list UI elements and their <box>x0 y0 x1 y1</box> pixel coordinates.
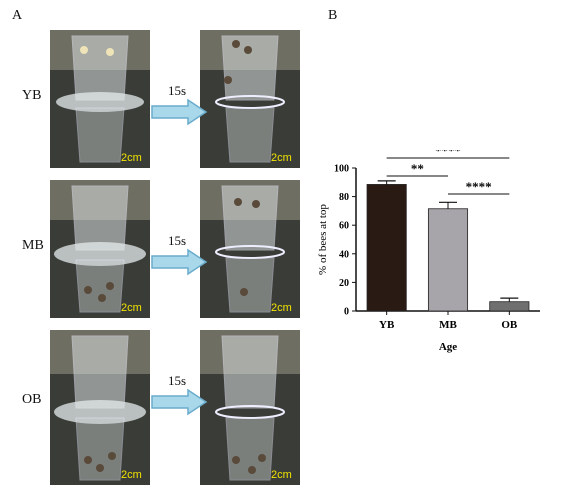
arrow-label-mb: 15s <box>167 233 187 248</box>
photo-mb-before <box>50 180 150 318</box>
y-tick-label: 0 <box>344 307 349 318</box>
scale-label-mb-after: 2cm <box>271 302 292 314</box>
x-axis-label: Age <box>439 341 457 353</box>
scale-label-mb-before: 2cm <box>121 302 142 314</box>
y-tick-label: 100 <box>334 164 349 175</box>
x-tick-label: OB <box>501 319 518 331</box>
x-tick-label: MB <box>439 319 457 331</box>
bar-ob <box>489 301 530 312</box>
right-arrow-icon <box>151 388 208 416</box>
panel-a-letter: A <box>12 8 23 23</box>
significance-label: ** <box>411 161 424 176</box>
arrow-label-yb: 15s <box>167 83 187 98</box>
photo-yb-before <box>50 30 150 168</box>
significance-label: **** <box>466 179 492 194</box>
y-tick-label: 40 <box>339 249 349 260</box>
row-label-mb: MB <box>22 238 44 253</box>
photo-ob-after <box>200 330 300 485</box>
photo-yb-after <box>200 30 300 168</box>
scale-label-yb-after: 2cm <box>271 152 292 164</box>
bar-mb <box>427 208 469 312</box>
photo-mb-after <box>200 180 300 318</box>
bar-yb <box>366 184 407 312</box>
y-tick-label: 20 <box>339 278 349 289</box>
scale-label-yb-before: 2cm <box>121 152 142 164</box>
photo-ob-before <box>50 330 150 485</box>
y-tick-label: 60 <box>339 221 349 232</box>
row-label-yb: YB <box>22 88 42 103</box>
x-tick-label: YB <box>379 319 395 331</box>
panel-b-letter: B <box>328 8 338 23</box>
significance-label: **** <box>435 150 461 158</box>
right-arrow-icon <box>151 248 208 276</box>
right-arrow-icon <box>151 98 208 126</box>
row-label-ob: OB <box>22 392 42 407</box>
scale-label-ob-before: 2cm <box>121 469 142 481</box>
scale-label-ob-after: 2cm <box>271 469 292 481</box>
y-tick-label: 80 <box>339 192 349 203</box>
y-axis-label: % of bees at top <box>317 204 329 275</box>
arrow-label-ob: 15s <box>167 373 187 388</box>
